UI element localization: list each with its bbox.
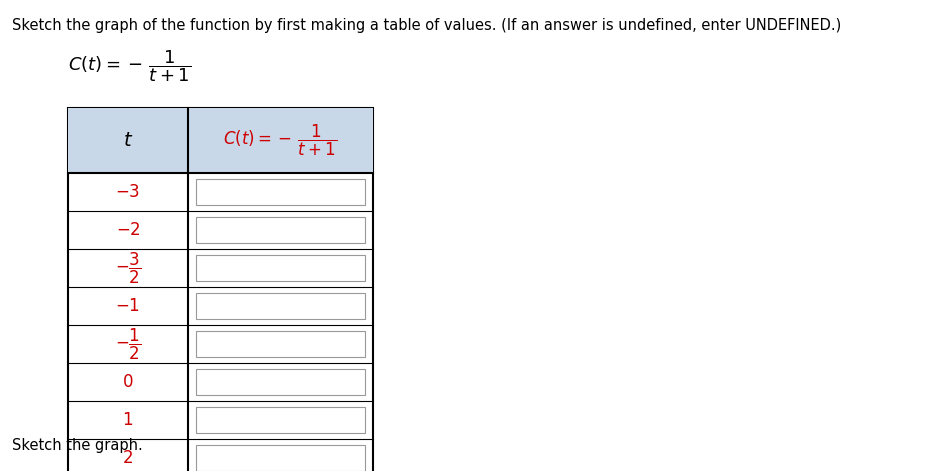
- Bar: [196, 331, 365, 357]
- Bar: [196, 255, 365, 281]
- Text: $-2$: $-2$: [116, 221, 140, 239]
- Bar: [68, 108, 373, 471]
- Text: Sketch the graph of the function by first making a table of values. (If an answe: Sketch the graph of the function by firs…: [12, 18, 841, 33]
- Text: $-3$: $-3$: [116, 183, 140, 201]
- Text: $2$: $2$: [122, 449, 134, 467]
- Text: $t$: $t$: [123, 131, 133, 150]
- Text: $0$: $0$: [122, 373, 134, 391]
- Bar: [68, 108, 373, 173]
- Text: $C(t) = -\,\dfrac{1}{t+1}$: $C(t) = -\,\dfrac{1}{t+1}$: [223, 123, 338, 158]
- Bar: [196, 445, 365, 471]
- Text: $-\dfrac{1}{2}$: $-\dfrac{1}{2}$: [115, 326, 141, 362]
- Bar: [196, 369, 365, 395]
- Text: $1$: $1$: [122, 411, 134, 429]
- Text: $C(t) = -\,\dfrac{1}{t+1}$: $C(t) = -\,\dfrac{1}{t+1}$: [68, 48, 191, 84]
- Text: Sketch the graph.: Sketch the graph.: [12, 438, 143, 453]
- Bar: [196, 293, 365, 319]
- Bar: [196, 407, 365, 433]
- Bar: [196, 217, 365, 243]
- Text: $-1$: $-1$: [116, 297, 140, 315]
- Bar: [196, 179, 365, 205]
- Text: $-\dfrac{3}{2}$: $-\dfrac{3}{2}$: [115, 251, 141, 285]
